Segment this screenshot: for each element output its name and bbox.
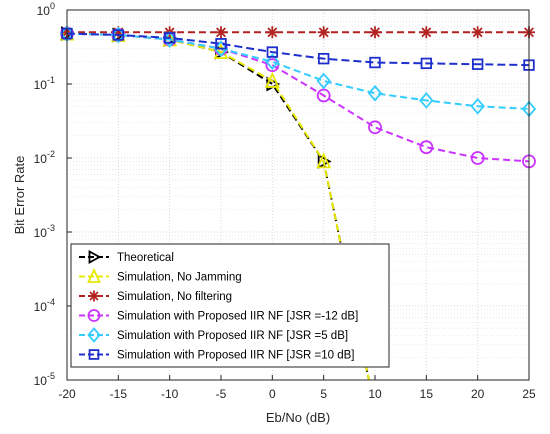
series-line: [67, 32, 370, 380]
asterisk-marker: [266, 26, 279, 39]
circle-marker: [419, 140, 434, 155]
asterisk-stroke: [318, 27, 329, 38]
legend-label: Simulation with Proposed IIR NF [JSR =5 …: [117, 330, 348, 342]
diamond-marker: [87, 327, 101, 343]
asterisk-marker: [88, 290, 100, 302]
legend-entry: Simulation with Proposed IIR NF [JSR =10…: [79, 349, 354, 362]
legend-entry: Simulation, No filtering: [79, 290, 232, 303]
y-tick-base: 10: [34, 152, 48, 166]
legend-entry: Theoretical: [79, 249, 174, 265]
x-tick-label: 15: [420, 387, 434, 401]
legend-label: Simulation with Proposed IIR NF [JSR =10…: [117, 350, 354, 362]
y-tick-label: 10-4: [34, 297, 55, 314]
asterisk-marker: [420, 26, 433, 39]
asterisk-stroke: [89, 291, 99, 301]
triangle-up-marker: [87, 267, 101, 283]
legend-label: Simulation with Proposed IIR NF [JSR =-1…: [117, 311, 358, 323]
triangle-up-marker: [264, 71, 280, 88]
square-marker: [215, 38, 227, 50]
square-marker: [471, 58, 484, 70]
legend-label: Simulation, No filtering: [117, 291, 232, 303]
legend-box: [70, 243, 390, 368]
square-marker: [369, 56, 381, 69]
y-tick-exponent: -5: [47, 371, 55, 381]
y-tick-label: 10-3: [34, 223, 55, 240]
y-tick-label: 100: [37, 1, 55, 18]
asterisk-stroke: [421, 27, 432, 38]
diamond-marker: [316, 72, 331, 90]
triangle-up-marker: [316, 152, 332, 169]
x-tick-label: -15: [110, 387, 128, 401]
legend-entry: Simulation, No Jamming: [79, 267, 242, 284]
x-axis-label: Eb/No (dB): [266, 410, 330, 425]
legend: Theoretical Simulation, No Jamming Simulat…: [70, 243, 390, 368]
legend-label: Simulation, No Jamming: [117, 272, 242, 284]
triangle-right-marker: [88, 249, 102, 265]
x-tick-label: -5: [216, 387, 227, 401]
circle-marker: [470, 151, 485, 165]
circle-marker: [316, 88, 331, 103]
x-tick-label: -10: [161, 387, 179, 401]
plot-frame: [66, 9, 530, 381]
square-marker: [88, 349, 100, 360]
y-tick-exponent: -3: [47, 223, 55, 233]
asterisk-stroke: [472, 27, 483, 38]
y-tick-exponent: 0: [50, 1, 55, 11]
y-tick-exponent: -2: [47, 149, 55, 159]
circle-marker: [87, 309, 101, 322]
x-tick-labels: -20 -15 -10 -5 0 5 10 15 20 25: [58, 375, 536, 401]
diamond-marker: [265, 53, 280, 71]
asterisk-stroke: [216, 27, 226, 38]
legend-entry: Simulation with Proposed IIR NF [JSR =5 …: [79, 327, 348, 343]
asterisk-stroke: [370, 27, 380, 38]
y-tick-base: 10: [37, 4, 51, 18]
y-tick-base: 10: [34, 226, 48, 240]
y-tick-label: 10-1: [34, 75, 55, 92]
square-marker: [163, 32, 176, 44]
x-tick-label: 0: [269, 387, 276, 401]
y-tick-base: 10: [34, 300, 48, 314]
x-tick-label: 20: [471, 387, 485, 401]
series-line: [67, 32, 529, 67]
diamond-marker: [367, 84, 383, 102]
circle-marker: [265, 58, 280, 73]
diamond-marker: [419, 92, 434, 109]
y-tick-base: 10: [34, 78, 48, 92]
circle-marker: [368, 120, 382, 135]
y-tick-exponent: -4: [47, 297, 55, 307]
x-tick-label: 25: [522, 387, 536, 401]
square-marker: [112, 29, 125, 41]
x-tick-label: 10: [368, 387, 382, 401]
x-tick-label: 5: [320, 387, 327, 401]
asterisk-stroke: [267, 27, 278, 38]
legend-entry: Simulation with Proposed IIR NF [JSR =-1…: [79, 309, 358, 323]
asterisk-marker: [215, 26, 227, 39]
x-tick-label: -20: [58, 387, 76, 401]
square-marker: [317, 52, 330, 65]
y-tick-exponent: -1: [47, 75, 55, 85]
y-tick-label: 10-5: [34, 371, 55, 388]
asterisk-marker: [317, 26, 330, 39]
square-marker: [420, 57, 433, 70]
legend-label: Theoretical: [117, 252, 174, 264]
y-axis-label: Bit Error Rate: [12, 156, 27, 235]
y-tick-base: 10: [34, 374, 48, 388]
y-tick-label: 10-2: [34, 149, 55, 166]
asterisk-marker: [471, 26, 484, 39]
square-marker: [266, 46, 279, 58]
asterisk-marker: [369, 26, 381, 39]
diamond-marker: [470, 97, 485, 115]
